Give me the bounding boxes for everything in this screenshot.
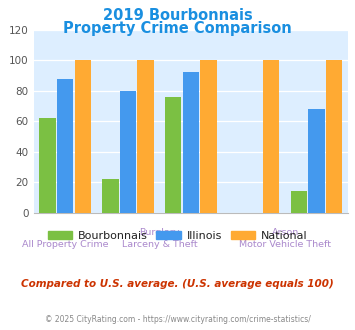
Bar: [200, 60, 217, 213]
Bar: [137, 60, 154, 213]
Text: Burglary: Burglary: [139, 228, 180, 237]
Text: Larceny & Theft: Larceny & Theft: [121, 240, 197, 249]
Text: Property Crime Comparison: Property Crime Comparison: [63, 21, 292, 36]
Bar: [182, 73, 199, 213]
Text: Motor Vehicle Theft: Motor Vehicle Theft: [239, 240, 331, 249]
Text: 2019 Bourbonnais: 2019 Bourbonnais: [103, 8, 252, 23]
Text: Arson: Arson: [272, 228, 299, 237]
Text: All Property Crime: All Property Crime: [22, 240, 108, 249]
Bar: [57, 79, 73, 213]
Bar: [263, 60, 279, 213]
Bar: [308, 109, 325, 213]
Bar: [165, 97, 181, 213]
Text: Compared to U.S. average. (U.S. average equals 100): Compared to U.S. average. (U.S. average …: [21, 279, 334, 289]
Bar: [120, 91, 136, 213]
Legend: Bourbonnais, Illinois, National: Bourbonnais, Illinois, National: [43, 226, 312, 245]
Bar: [102, 179, 119, 213]
Bar: [326, 60, 342, 213]
Bar: [75, 60, 91, 213]
Bar: [39, 118, 56, 213]
Bar: [291, 191, 307, 213]
Text: © 2025 CityRating.com - https://www.cityrating.com/crime-statistics/: © 2025 CityRating.com - https://www.city…: [45, 315, 310, 324]
